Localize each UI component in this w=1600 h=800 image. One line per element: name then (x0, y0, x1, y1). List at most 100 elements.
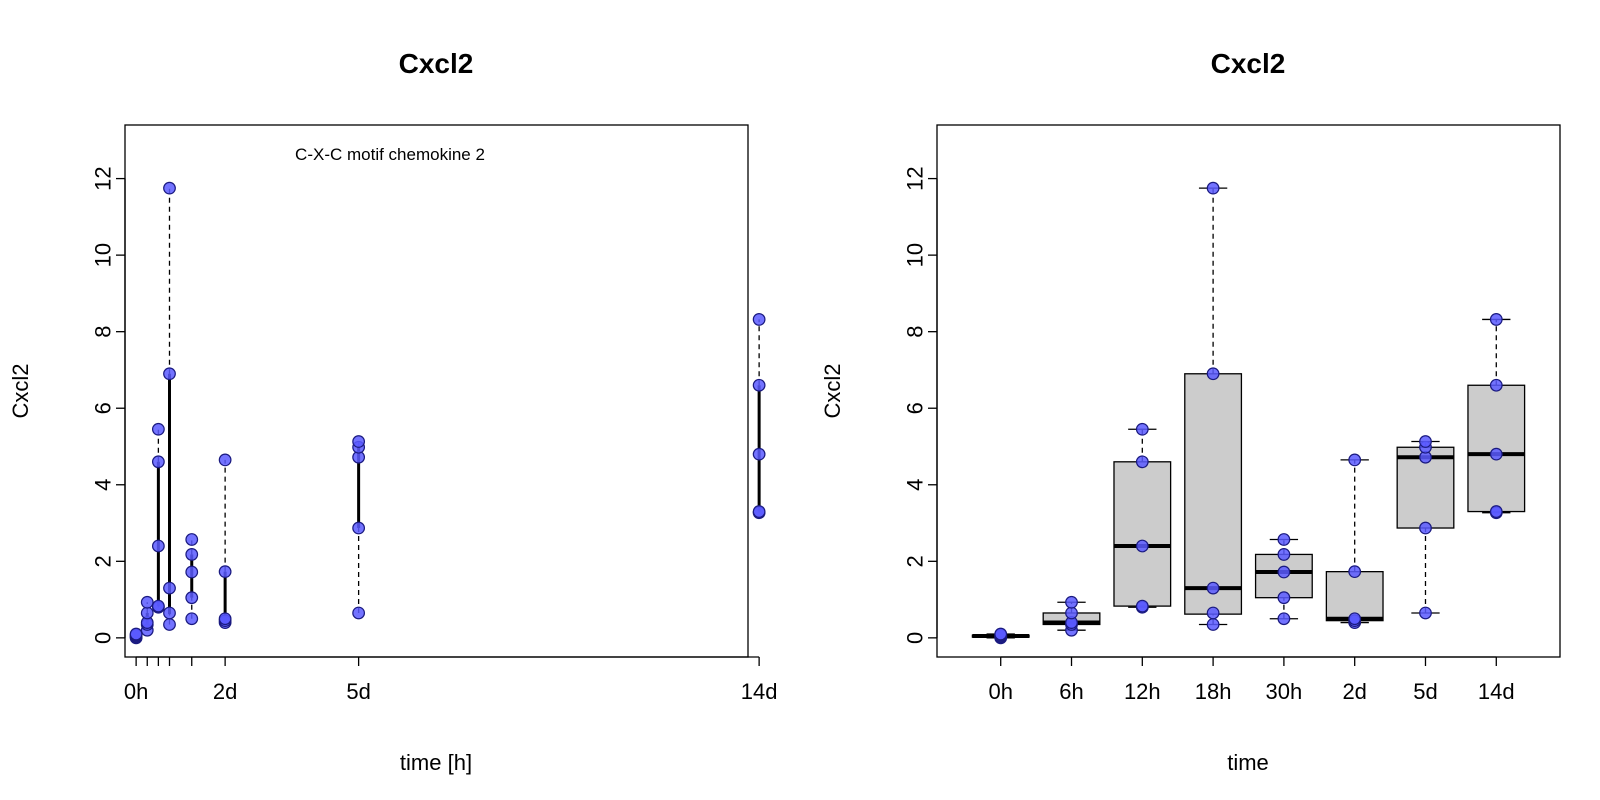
left-data-point (218, 453, 232, 467)
right-data-point (1348, 453, 1362, 467)
left-data-point (185, 533, 199, 546)
right-data-point (1277, 612, 1291, 626)
right-y-tick-label: 0 (903, 632, 928, 644)
right-data-point (1489, 505, 1503, 518)
left-x-tick-label: 0h (124, 679, 148, 704)
right-y-tick-label: 12 (903, 166, 928, 190)
right-data-point (1135, 539, 1149, 553)
left-y-tick-label: 10 (91, 243, 116, 267)
left-data-point (352, 606, 366, 620)
left-data-point (163, 181, 176, 195)
right-x-tick-label: 30h (1266, 679, 1303, 704)
right-data-point (1419, 435, 1432, 448)
right-x-tick-label: 2d (1342, 679, 1366, 704)
left-data-point (163, 618, 176, 631)
right-x-tick-label: 0h (988, 679, 1012, 704)
right-data-marks (971, 181, 1526, 645)
right-x-tick-label: 12h (1124, 679, 1161, 704)
right-data-point (1277, 548, 1291, 561)
right-data-point (1348, 612, 1362, 626)
left-x-tick-label: 14d (741, 679, 778, 704)
right-x-tick-label: 6h (1059, 679, 1083, 704)
left-y-tick-label: 12 (91, 166, 116, 190)
left-y-tick-label: 2 (91, 555, 116, 567)
left-data-point (140, 595, 154, 609)
left-data-point (352, 435, 366, 448)
right-data-point (1065, 595, 1078, 609)
right-data-point (1206, 367, 1220, 381)
right-data-point (1206, 181, 1220, 195)
right-y-tick-label: 8 (903, 326, 928, 338)
right-x-axis-label: time (1227, 750, 1269, 775)
left-x-tick-label: 5d (346, 679, 370, 704)
right-data-point (1489, 378, 1503, 392)
right-x-tick-label: 14d (1478, 679, 1515, 704)
left-data-point (218, 612, 232, 626)
left-y-tick-label: 6 (91, 402, 116, 414)
left-data-point (185, 565, 199, 579)
left-y-axis-label: Cxcl2 (8, 363, 33, 418)
right-plot-frame (936, 124, 1561, 658)
left-data-point (352, 521, 366, 535)
left-data-point (151, 455, 165, 469)
left-panel: Cxcl2 C-X-C motif chemokine 2 time [h] C… (8, 48, 777, 775)
right-data-point (1489, 313, 1503, 326)
right-data-point (994, 627, 1008, 641)
right-data-point (1135, 422, 1149, 436)
right-data-point (1489, 447, 1503, 461)
right-data-point (1277, 533, 1291, 546)
left-data-point (752, 447, 766, 461)
right-chart-title: Cxcl2 (1211, 48, 1286, 79)
left-data-point (185, 612, 199, 626)
left-annotation: C-X-C motif chemokine 2 (295, 145, 485, 164)
left-data-point (185, 591, 199, 605)
right-x-tick-label: 18h (1195, 679, 1232, 704)
left-data-point (185, 548, 199, 561)
left-data-point (151, 599, 165, 613)
right-y-tick-label: 10 (903, 243, 928, 267)
right-data-point (1135, 455, 1149, 469)
right-data-point (1135, 599, 1149, 613)
left-y-axis: 0 2 4 6 8 10 12 (91, 166, 126, 644)
left-data-point (163, 367, 176, 381)
right-data-point (1419, 521, 1432, 535)
right-y-axis-label: Cxcl2 (820, 363, 845, 418)
right-data-point (1277, 565, 1291, 579)
left-y-tick-label: 4 (91, 479, 116, 491)
left-chart-title: Cxcl2 (399, 48, 474, 79)
right-data-point (1419, 606, 1432, 620)
left-x-axis: 0h 2d 5d 14d (124, 656, 778, 704)
left-y-tick-label: 8 (91, 326, 116, 338)
right-x-axis: 0h 6h 12h 18h 30h 2d 5d 14d (988, 656, 1515, 704)
left-y-tick-label: 0 (91, 632, 116, 644)
left-plot-frame (124, 124, 749, 658)
right-y-tick-label: 2 (903, 555, 928, 567)
right-y-tick-label: 4 (903, 479, 928, 491)
right-data-point (1206, 581, 1220, 595)
left-data-marks (129, 181, 766, 645)
right-data-point (1348, 565, 1362, 579)
right-box (1184, 373, 1243, 615)
right-y-tick-label: 6 (903, 402, 928, 414)
left-data-point (129, 627, 143, 641)
left-data-point (752, 313, 766, 326)
left-x-tick-label: 2d (213, 679, 237, 704)
left-data-point (163, 606, 176, 620)
right-data-point (1206, 618, 1220, 631)
right-panel: Cxcl2 time Cxcl2 0 2 4 6 8 10 12 0h 6h 12h 18h 30h… (820, 48, 1561, 775)
left-data-point (163, 581, 176, 595)
right-y-axis: 0 2 4 6 8 10 12 (903, 166, 938, 644)
left-data-point (151, 539, 165, 553)
right-data-point (1277, 591, 1291, 605)
right-data-point (1065, 606, 1078, 620)
right-x-tick-label: 5d (1413, 679, 1437, 704)
left-data-point (752, 378, 766, 392)
left-data-point (218, 565, 232, 579)
left-data-point (752, 505, 766, 518)
left-data-point (140, 606, 154, 620)
left-x-axis-label: time [h] (400, 750, 472, 775)
right-data-point (1206, 606, 1220, 620)
left-data-point (151, 422, 165, 436)
right-box (1113, 461, 1172, 607)
